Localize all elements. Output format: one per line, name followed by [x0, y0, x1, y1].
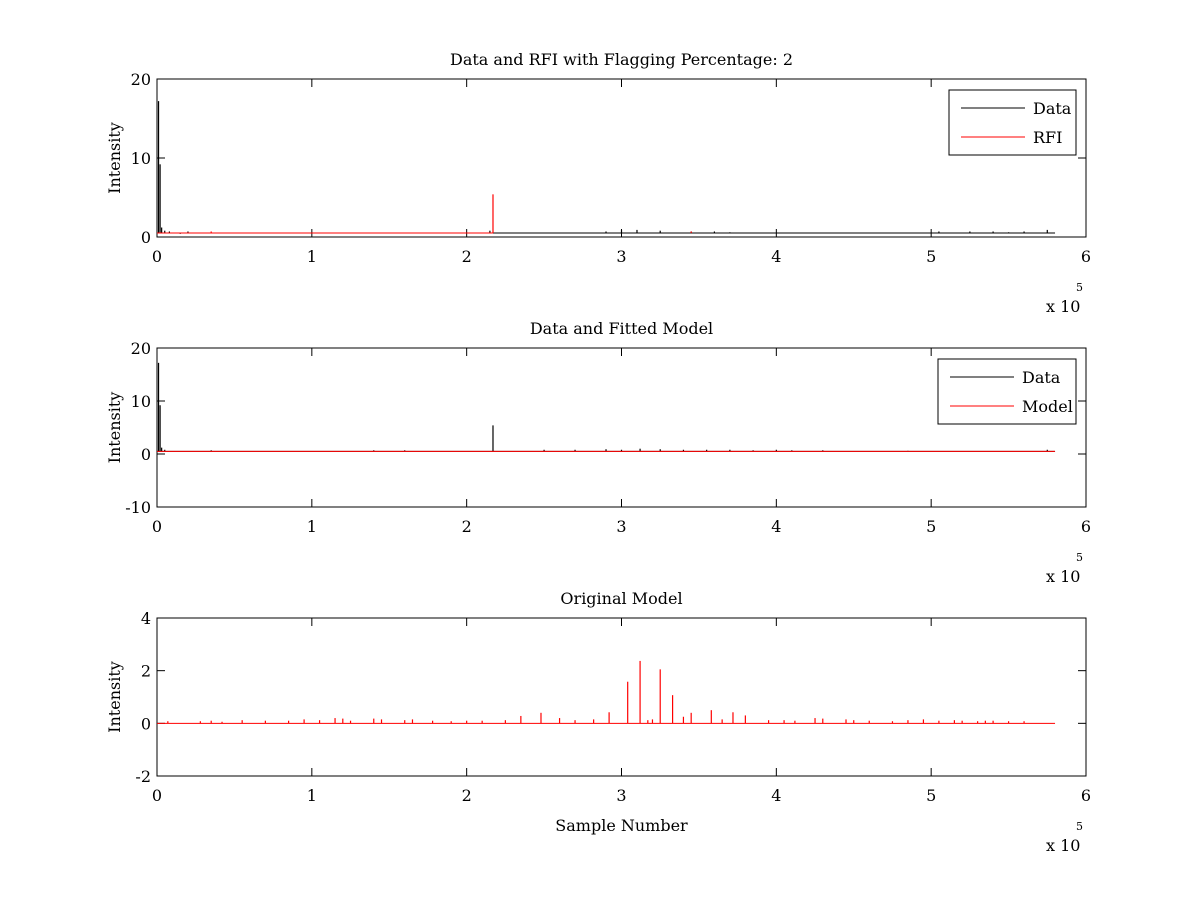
chart-title: Data and Fitted Model [530, 319, 713, 338]
y-axis-label: Intensity [105, 122, 124, 194]
x-axis-multiplier-exponent: 5 [1076, 551, 1083, 564]
plot-area [156, 347, 1087, 508]
legend-label: Data [1022, 368, 1061, 387]
x-axis-multiplier: x 10 [1046, 567, 1080, 586]
y-tick-label: 20 [131, 339, 151, 358]
y-tick-label: 0 [141, 228, 151, 247]
y-tick-label: 2 [141, 662, 151, 681]
x-tick-label: 4 [771, 786, 781, 805]
x-tick-label: 0 [152, 247, 162, 266]
legend-label: RFI [1033, 128, 1062, 147]
y-tick-label: 4 [141, 609, 151, 628]
y-tick-label: 0 [141, 714, 151, 733]
x-axis-multiplier: x 10 [1046, 297, 1080, 316]
series-2 [157, 194, 692, 234]
x-tick-label: 6 [1081, 247, 1091, 266]
y-tick-label: -10 [125, 498, 151, 517]
legend-box [937, 358, 1077, 425]
x-tick-label: 2 [462, 786, 472, 805]
x-tick-label: 3 [616, 517, 626, 536]
x-tick-label: 5 [926, 517, 936, 536]
y-tick-label: 10 [131, 392, 151, 411]
series-1 [157, 660, 1056, 724]
x-tick-label: 4 [771, 517, 781, 536]
plot-area [156, 617, 1087, 777]
y-tick-label: 10 [131, 149, 151, 168]
x-axis-multiplier-exponent: 5 [1076, 820, 1083, 833]
chart-panel-1: 0 1 2 3 4 5 6 0 10 20 Data and RFI with Flagging P… [105, 50, 1091, 316]
x-tick-label: 3 [616, 786, 626, 805]
x-axis-multiplier: x 10 [1046, 836, 1080, 855]
legend-label: Model [1022, 397, 1073, 416]
x-tick-label: 6 [1081, 517, 1091, 536]
y-axis-label: Intensity [105, 661, 124, 733]
x-axis-label: Sample Number [555, 816, 688, 835]
x-tick-label: 2 [462, 517, 472, 536]
x-axis-multiplier-exponent: 5 [1076, 281, 1083, 294]
plot-area [156, 78, 1087, 238]
y-tick-label: -2 [135, 767, 151, 786]
chart-title: Data and RFI with Flagging Percentage: 2 [450, 50, 793, 69]
x-tick-label: 0 [152, 786, 162, 805]
x-tick-label: 1 [307, 247, 317, 266]
legend-box [948, 89, 1077, 156]
y-tick-label: 20 [131, 70, 151, 89]
x-tick-label: 2 [462, 247, 472, 266]
x-tick-label: 1 [307, 786, 317, 805]
chart-title: Original Model [560, 589, 682, 608]
legend: Data RFI [948, 89, 1077, 156]
x-tick-label: 3 [616, 247, 626, 266]
x-tick-label: 6 [1081, 786, 1091, 805]
x-tick-label: 1 [307, 517, 317, 536]
x-tick-label: 5 [926, 247, 936, 266]
y-tick-label: 0 [141, 445, 151, 464]
x-tick-label: 5 [926, 786, 936, 805]
x-tick-label: 4 [771, 247, 781, 266]
x-tick-label: 0 [152, 517, 162, 536]
legend-label: Data [1033, 99, 1072, 118]
y-axis-label: Intensity [105, 392, 124, 464]
legend: Data Model [937, 358, 1077, 425]
